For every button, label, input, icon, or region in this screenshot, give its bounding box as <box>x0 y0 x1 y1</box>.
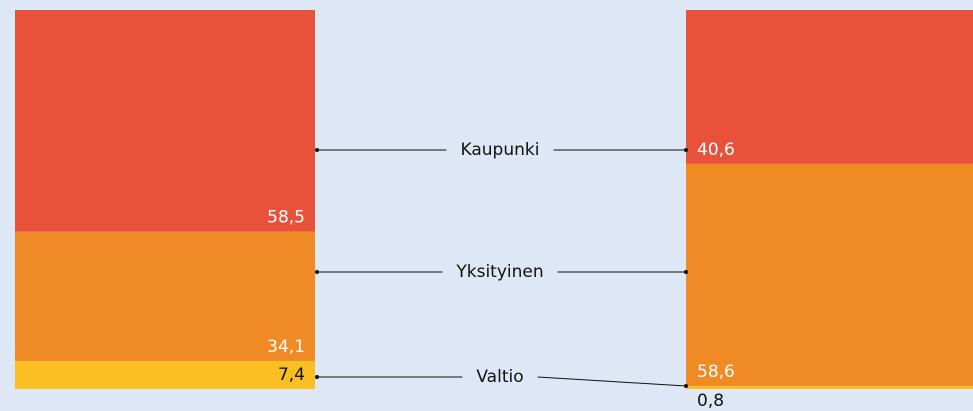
bar-segment <box>15 10 315 232</box>
series-label: Valtio <box>476 367 523 387</box>
value-label: 58,5 <box>267 208 305 228</box>
value-label: 34,1 <box>267 337 305 357</box>
connector-dot <box>315 375 319 379</box>
value-label: 58,6 <box>697 362 735 382</box>
connector-dot <box>315 270 319 274</box>
bar-segment <box>686 163 973 386</box>
connector <box>537 376 687 387</box>
connector-dot <box>684 384 688 388</box>
value-label: 40,6 <box>697 140 735 160</box>
connector-dot <box>315 148 319 152</box>
connector-dot <box>684 270 688 274</box>
bar-segment <box>686 385 973 389</box>
bar-segment <box>686 10 973 164</box>
bar-segment <box>15 231 315 361</box>
value-label: 7,4 <box>278 365 305 385</box>
series-label: Yksityinen <box>455 262 543 282</box>
bar-segment <box>15 360 315 389</box>
connector-dot <box>684 148 688 152</box>
value-label: 0,8 <box>697 391 724 411</box>
series-label: Kaupunki <box>461 140 540 160</box>
